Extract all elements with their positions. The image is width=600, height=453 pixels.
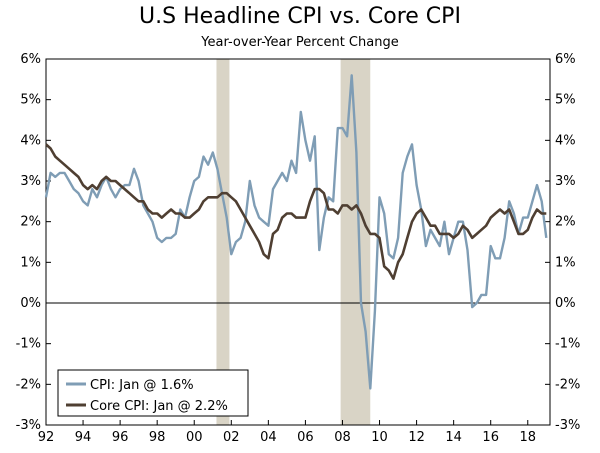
y-tick-label-left: 3% — [20, 174, 41, 189]
y-tick-label-left: 0% — [20, 296, 41, 311]
y-tick-label-left: -1% — [16, 337, 41, 352]
x-tick-label: 08 — [334, 430, 351, 445]
x-tick-label: 94 — [75, 430, 92, 445]
y-tick-label-left: 6% — [20, 52, 41, 67]
chart-title: U.S Headline CPI vs. Core CPI — [139, 4, 461, 29]
recession-band — [340, 59, 371, 425]
x-tick-label: 04 — [260, 430, 277, 445]
x-tick-label: 12 — [408, 430, 425, 445]
x-tick-label: 06 — [297, 430, 314, 445]
y-tick-label-right: 4% — [555, 133, 576, 148]
y-tick-label-left: 5% — [20, 93, 41, 108]
core-cpi-series-line — [45, 143, 547, 280]
y-tick-label-left: 1% — [20, 255, 41, 270]
cpi-series-line — [44, 74, 548, 390]
y-tick-label-right: 2% — [555, 215, 576, 230]
y-tick-label-right: -1% — [555, 337, 580, 352]
x-tick-label: 02 — [223, 430, 240, 445]
y-tick-label-left: -2% — [16, 377, 41, 392]
chart-subtitle: Year-over-Year Percent Change — [201, 35, 399, 50]
y-tick-label-right: 5% — [555, 93, 576, 108]
y-tick-label-right: 3% — [555, 174, 576, 189]
x-tick-label: 14 — [445, 430, 462, 445]
x-tick-label: 18 — [519, 430, 536, 445]
x-tick-label: 10 — [371, 430, 388, 445]
x-tick-label: 92 — [38, 430, 55, 445]
recession-band — [216, 59, 230, 425]
y-tick-label-right: -2% — [555, 377, 580, 392]
y-tick-label-right: 0% — [555, 296, 576, 311]
y-tick-label-left: 2% — [20, 215, 41, 230]
x-tick-label: 16 — [482, 430, 499, 445]
y-tick-label-left: 4% — [20, 133, 41, 148]
x-tick-label: 98 — [149, 430, 166, 445]
x-tick-label: 96 — [112, 430, 129, 445]
y-tick-label-right: 6% — [555, 52, 576, 67]
y-tick-label-right: 1% — [555, 255, 576, 270]
legend-label: Core CPI: Jan @ 2.2% — [90, 399, 228, 414]
y-tick-label-left: -3% — [16, 418, 41, 433]
legend-label: CPI: Jan @ 1.6% — [90, 378, 194, 393]
x-tick-label: 00 — [186, 430, 203, 445]
legend-box — [57, 369, 249, 417]
plot-frame — [45, 58, 551, 426]
y-tick-label-right: -3% — [555, 418, 580, 433]
